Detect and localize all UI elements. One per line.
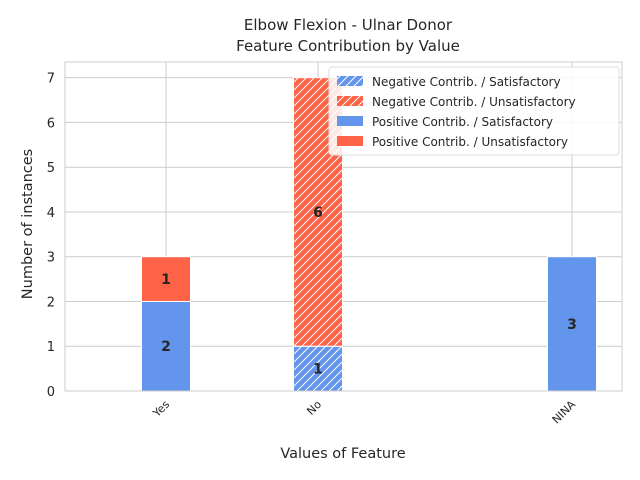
plot-frame [64, 61, 623, 392]
legend-swatch [337, 136, 363, 146]
data-label: 2 [161, 339, 171, 355]
y-tick-label: 0 [47, 385, 55, 400]
y-tick-label: 2 [47, 295, 55, 310]
y-tick-label: 4 [47, 206, 55, 221]
data-label: 3 [567, 317, 577, 333]
y-tick-label: 6 [47, 116, 55, 131]
legend-swatch-hatch [337, 76, 363, 86]
x-axis-label: Values of Feature [280, 446, 405, 462]
data-label: 1 [161, 272, 171, 288]
y-tick-label: 7 [47, 72, 55, 87]
legend: Negative Contrib. / Satisfactory Negative… [328, 66, 620, 156]
bar-hatch [293, 346, 343, 391]
x-tick-label: NINA [550, 398, 579, 427]
data-labels: 2 1 1 6 3 [161, 205, 577, 378]
bar-positive-2-2 [547, 256, 597, 392]
legend-label: Positive Contrib. / Satisfactory [372, 115, 553, 129]
y-tick-label: 5 [47, 161, 55, 176]
data-label: 1 [313, 362, 323, 378]
x-tick-label: Yes [150, 398, 173, 421]
legend-swatch [337, 116, 363, 126]
legend-label: Negative Contrib. / Satisfactory [372, 75, 561, 89]
legend-label: Negative Contrib. / Unsatisfactory [372, 95, 576, 109]
y-tick-label: 3 [47, 251, 55, 266]
y-axis-label: Number of instances [20, 149, 36, 299]
bar-positive-0-2 [141, 300, 191, 392]
data-label: 6 [313, 205, 323, 221]
legend-box [328, 66, 620, 156]
legend-swatch-hatch [337, 96, 363, 106]
chart-title-line-2: Feature Contribution by Value [236, 37, 460, 55]
x-tick-label: No [304, 398, 324, 418]
legend-label: Positive Contrib. / Unsatisfactory [372, 135, 568, 149]
bar-positive-0-3 [141, 256, 191, 302]
y-tick-label: 1 [47, 340, 55, 355]
chart-title-line-1: Elbow Flexion - Ulnar Donor [244, 16, 453, 34]
